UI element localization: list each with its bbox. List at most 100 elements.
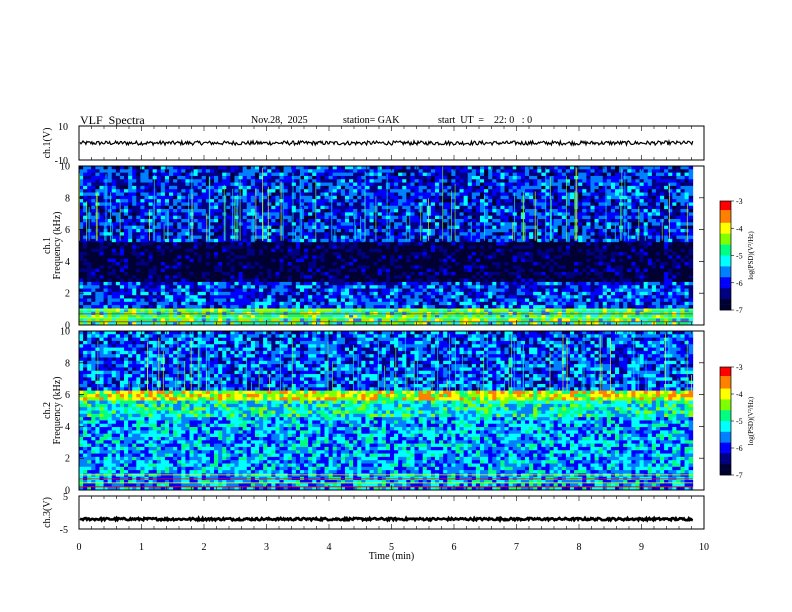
spectrogram-cell [107,202,113,207]
spectrogram-cell [193,205,199,210]
spectrogram-cell [169,245,174,250]
spectrogram-cell [164,202,170,207]
spectrogram-cell [259,175,264,180]
spectrogram-cell [283,258,289,263]
spectrogram-cell [565,258,571,263]
spectrogram-cell [565,215,571,220]
spectrogram-cell [226,166,231,170]
spectrogram-cell [430,199,436,203]
spectrogram-cell [222,166,227,170]
spectrogram-cell [242,255,248,260]
spectrogram-cell [475,242,481,246]
spectrogram-cell [582,268,587,273]
spectrogram-cell [635,166,640,170]
spectrogram-cell [107,185,113,190]
spectrogram-cell [516,258,522,263]
spectrogram-cell [173,262,178,266]
spectrogram-cell [549,192,555,197]
spectrogram-cell [119,195,125,200]
spectrogram-cell [238,202,244,207]
spectrogram-cell [578,219,583,223]
spectrogram-cell [455,268,460,273]
spectrogram-cell [115,238,121,243]
spectrogram-cell [406,272,411,276]
spectrogram-cell [471,255,477,260]
spectrogram-cell [353,272,358,276]
spectrogram-cell [504,222,510,227]
spectrogram-cell [357,272,362,276]
spectrogram-cell [197,225,203,230]
spectrogram-cell [205,242,211,246]
spectrogram-cell [299,199,305,203]
spectrogram-cell [516,225,522,230]
spectrogram-cell [308,219,313,223]
spectrogram-cell [271,245,276,250]
spectrogram-cell [328,272,334,276]
spectrogram-cell [357,262,362,266]
spectrogram-cell [574,192,579,197]
spectrogram-cell [79,202,84,207]
spectrogram-cell [91,172,96,177]
spectrogram-cell [529,189,534,193]
spectrogram-cell [246,195,252,200]
spectrogram-cell [598,209,604,213]
spectrogram-cell [439,265,444,270]
spectrogram-cell [484,212,489,217]
spectrogram-cell [434,268,440,273]
spectrogram-cell [91,245,96,250]
spectrogram-cell [279,219,284,223]
spectrogram-cell [565,182,571,187]
spectrogram-cell [332,209,338,213]
spectrogram-cell [475,172,481,177]
spectrogram-cell [631,202,636,207]
spectrogram-cell [598,245,604,250]
spectrogram-cell [557,219,563,223]
spectrogram-cell [377,235,383,240]
spectrogram-cell [471,175,477,180]
spectrogram-cell [451,169,456,174]
spectrogram-cell [365,235,370,240]
spectrogram-cell [410,169,415,174]
spectrogram-cell [185,192,190,197]
spectrogram-cell [353,255,358,260]
spectrogram-cell [574,255,579,260]
spectrogram-cell [508,228,514,233]
spectrogram-cell [205,179,211,183]
spectrogram-cell [267,245,272,250]
spectrogram-cell [156,175,162,180]
spectrogram-cell [389,238,395,243]
spectrogram-cell [434,222,440,227]
spectrogram-cell [242,182,248,187]
spectrogram-cell [574,222,579,227]
spectrogram-cell [263,238,268,243]
spectrogram-cell [332,265,338,270]
spectrogram-cell [688,268,694,273]
spectrogram-cell [259,182,264,187]
spectrogram-cell [389,222,395,227]
spectrogram-cell [520,182,526,187]
spectrogram-cell [381,192,387,197]
spectrogram-cell [144,199,149,203]
spectrogram-cell [87,185,92,190]
spectrogram-cell [263,232,268,236]
spectrogram-cell [119,255,125,260]
spectrogram-cell [668,238,673,243]
spectrogram-cell [295,189,301,193]
spectrogram-cell [287,205,293,210]
spectrogram-cell [557,255,563,260]
spectrogram-cell [627,195,632,200]
spectrogram-cell [676,262,681,266]
spectrogram-cell [124,242,129,246]
spectrogram-cell [287,255,293,260]
spectrogram-cell [557,268,563,273]
spectrogram-cell [271,192,276,197]
spectrogram-cell [173,189,178,193]
spectrogram-cell [218,242,223,246]
spectrogram-cell [619,185,624,190]
spectrogram-cell [680,209,685,213]
spectrogram-cell [504,268,510,273]
spectrogram-cell [500,212,505,217]
spectrogram-cell [574,228,579,233]
spectrogram-cell [524,268,530,273]
spectrogram-cell [500,245,505,250]
